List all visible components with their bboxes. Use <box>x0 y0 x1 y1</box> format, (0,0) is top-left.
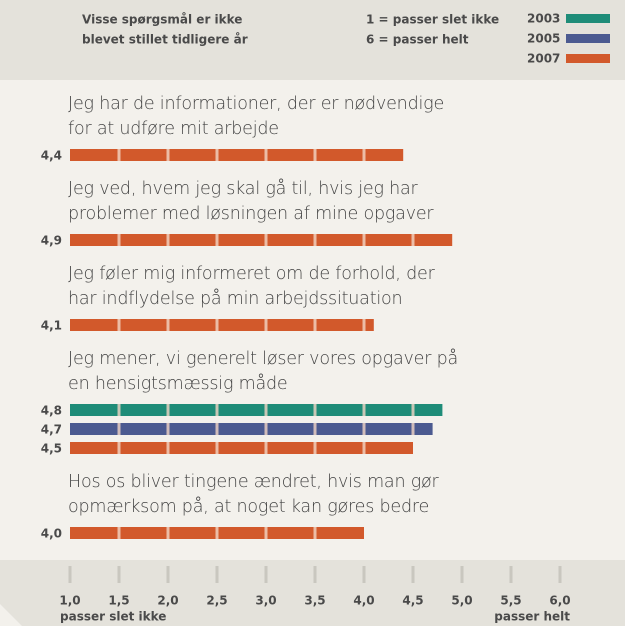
value-label: 4,5 <box>41 442 62 456</box>
bar-separator <box>166 149 170 161</box>
note: Visse spørgsmål er ikke <box>82 13 242 27</box>
bar <box>70 149 404 161</box>
x-tick-label: 5,5 <box>500 594 521 608</box>
x-tick-label: 3,5 <box>304 594 325 608</box>
question: Jeg føler mig informeret om de forhold, … <box>68 264 435 309</box>
bar-separator <box>313 234 317 246</box>
value-label: 4,9 <box>41 234 62 248</box>
bar-separator <box>313 149 317 161</box>
bar-separator <box>313 319 317 331</box>
x-axis-label: passer slet ikke <box>60 610 166 624</box>
bar-separator <box>313 527 317 539</box>
question: Jeg har de informationer, der er nødvend… <box>68 94 445 139</box>
bar <box>70 442 413 454</box>
question: Jeg mener, vi generelt løser vores opgav… <box>68 349 459 394</box>
x-tick-label: 5,0 <box>451 594 472 608</box>
bar-separator <box>264 234 268 246</box>
legend-label: 2003 <box>527 12 560 26</box>
bar-separator <box>215 423 219 435</box>
value-label: 4,4 <box>41 149 62 163</box>
bar-separator <box>215 149 219 161</box>
bar-separator <box>117 149 121 161</box>
bar-separator <box>215 442 219 454</box>
bar-separator <box>166 234 170 246</box>
bar-separator <box>117 404 121 416</box>
bar-separator <box>411 423 415 435</box>
bar <box>70 234 453 246</box>
x-tick-label: 2,5 <box>206 594 227 608</box>
question: Jeg ved, hvem jeg skal gå til, hvis jeg … <box>68 179 434 224</box>
bar-separator <box>117 527 121 539</box>
bar-separator <box>313 404 317 416</box>
legend-label: 2005 <box>527 32 560 46</box>
bar-separator <box>117 319 121 331</box>
bar-separator <box>264 527 268 539</box>
bar-separator <box>264 423 268 435</box>
bar-separator <box>215 404 219 416</box>
x-tick-label: 2,0 <box>157 594 178 608</box>
question: Hos os bliver tingene ændret, hvis man g… <box>68 472 439 517</box>
bar-separator <box>166 527 170 539</box>
bar-separator <box>117 423 121 435</box>
bar-separator <box>166 423 170 435</box>
bar-separator <box>362 423 366 435</box>
bar-separator <box>362 404 366 416</box>
bar-separator <box>215 319 219 331</box>
bar-separator <box>215 527 219 539</box>
axis-band <box>0 560 625 626</box>
legend-swatch <box>566 54 610 63</box>
bar <box>70 319 374 331</box>
bar-separator <box>166 442 170 454</box>
bar-separator <box>362 319 366 331</box>
value-label: 4,7 <box>41 423 62 437</box>
header-band <box>0 0 625 80</box>
bar-separator <box>411 234 415 246</box>
note: blevet stillet tidligere år <box>82 33 248 47</box>
x-tick-label: 1,5 <box>108 594 129 608</box>
bar-separator <box>362 149 366 161</box>
legend-swatch <box>566 14 610 23</box>
legend-swatch <box>566 34 610 43</box>
x-tick-label: 4,5 <box>402 594 423 608</box>
bar <box>70 423 433 435</box>
x-tick-label: 4,0 <box>353 594 374 608</box>
bar-separator <box>166 404 170 416</box>
bar-separator <box>362 234 366 246</box>
bar-separator <box>117 234 121 246</box>
value-label: 4,1 <box>41 319 62 333</box>
bar-separator <box>411 404 415 416</box>
scale-note: 6 = passer helt <box>366 33 469 47</box>
x-tick-label: 1,0 <box>59 594 80 608</box>
bar-separator <box>117 442 121 454</box>
bar-separator <box>264 319 268 331</box>
bar-separator <box>264 404 268 416</box>
bar-separator <box>264 149 268 161</box>
bar-separator <box>362 442 366 454</box>
bar-separator <box>215 234 219 246</box>
x-tick-label: 3,0 <box>255 594 276 608</box>
value-label: 4,8 <box>41 404 62 418</box>
x-tick-label: 6,0 <box>549 594 570 608</box>
x-axis-label: passer helt <box>494 610 570 624</box>
scale-note: 1 = passer slet ikke <box>366 13 499 27</box>
value-label: 4,0 <box>41 527 62 541</box>
bar-separator <box>313 442 317 454</box>
legend-label: 2007 <box>527 52 560 66</box>
bar <box>70 404 443 416</box>
bar-separator <box>313 423 317 435</box>
bar-separator <box>264 442 268 454</box>
bar-separator <box>166 319 170 331</box>
